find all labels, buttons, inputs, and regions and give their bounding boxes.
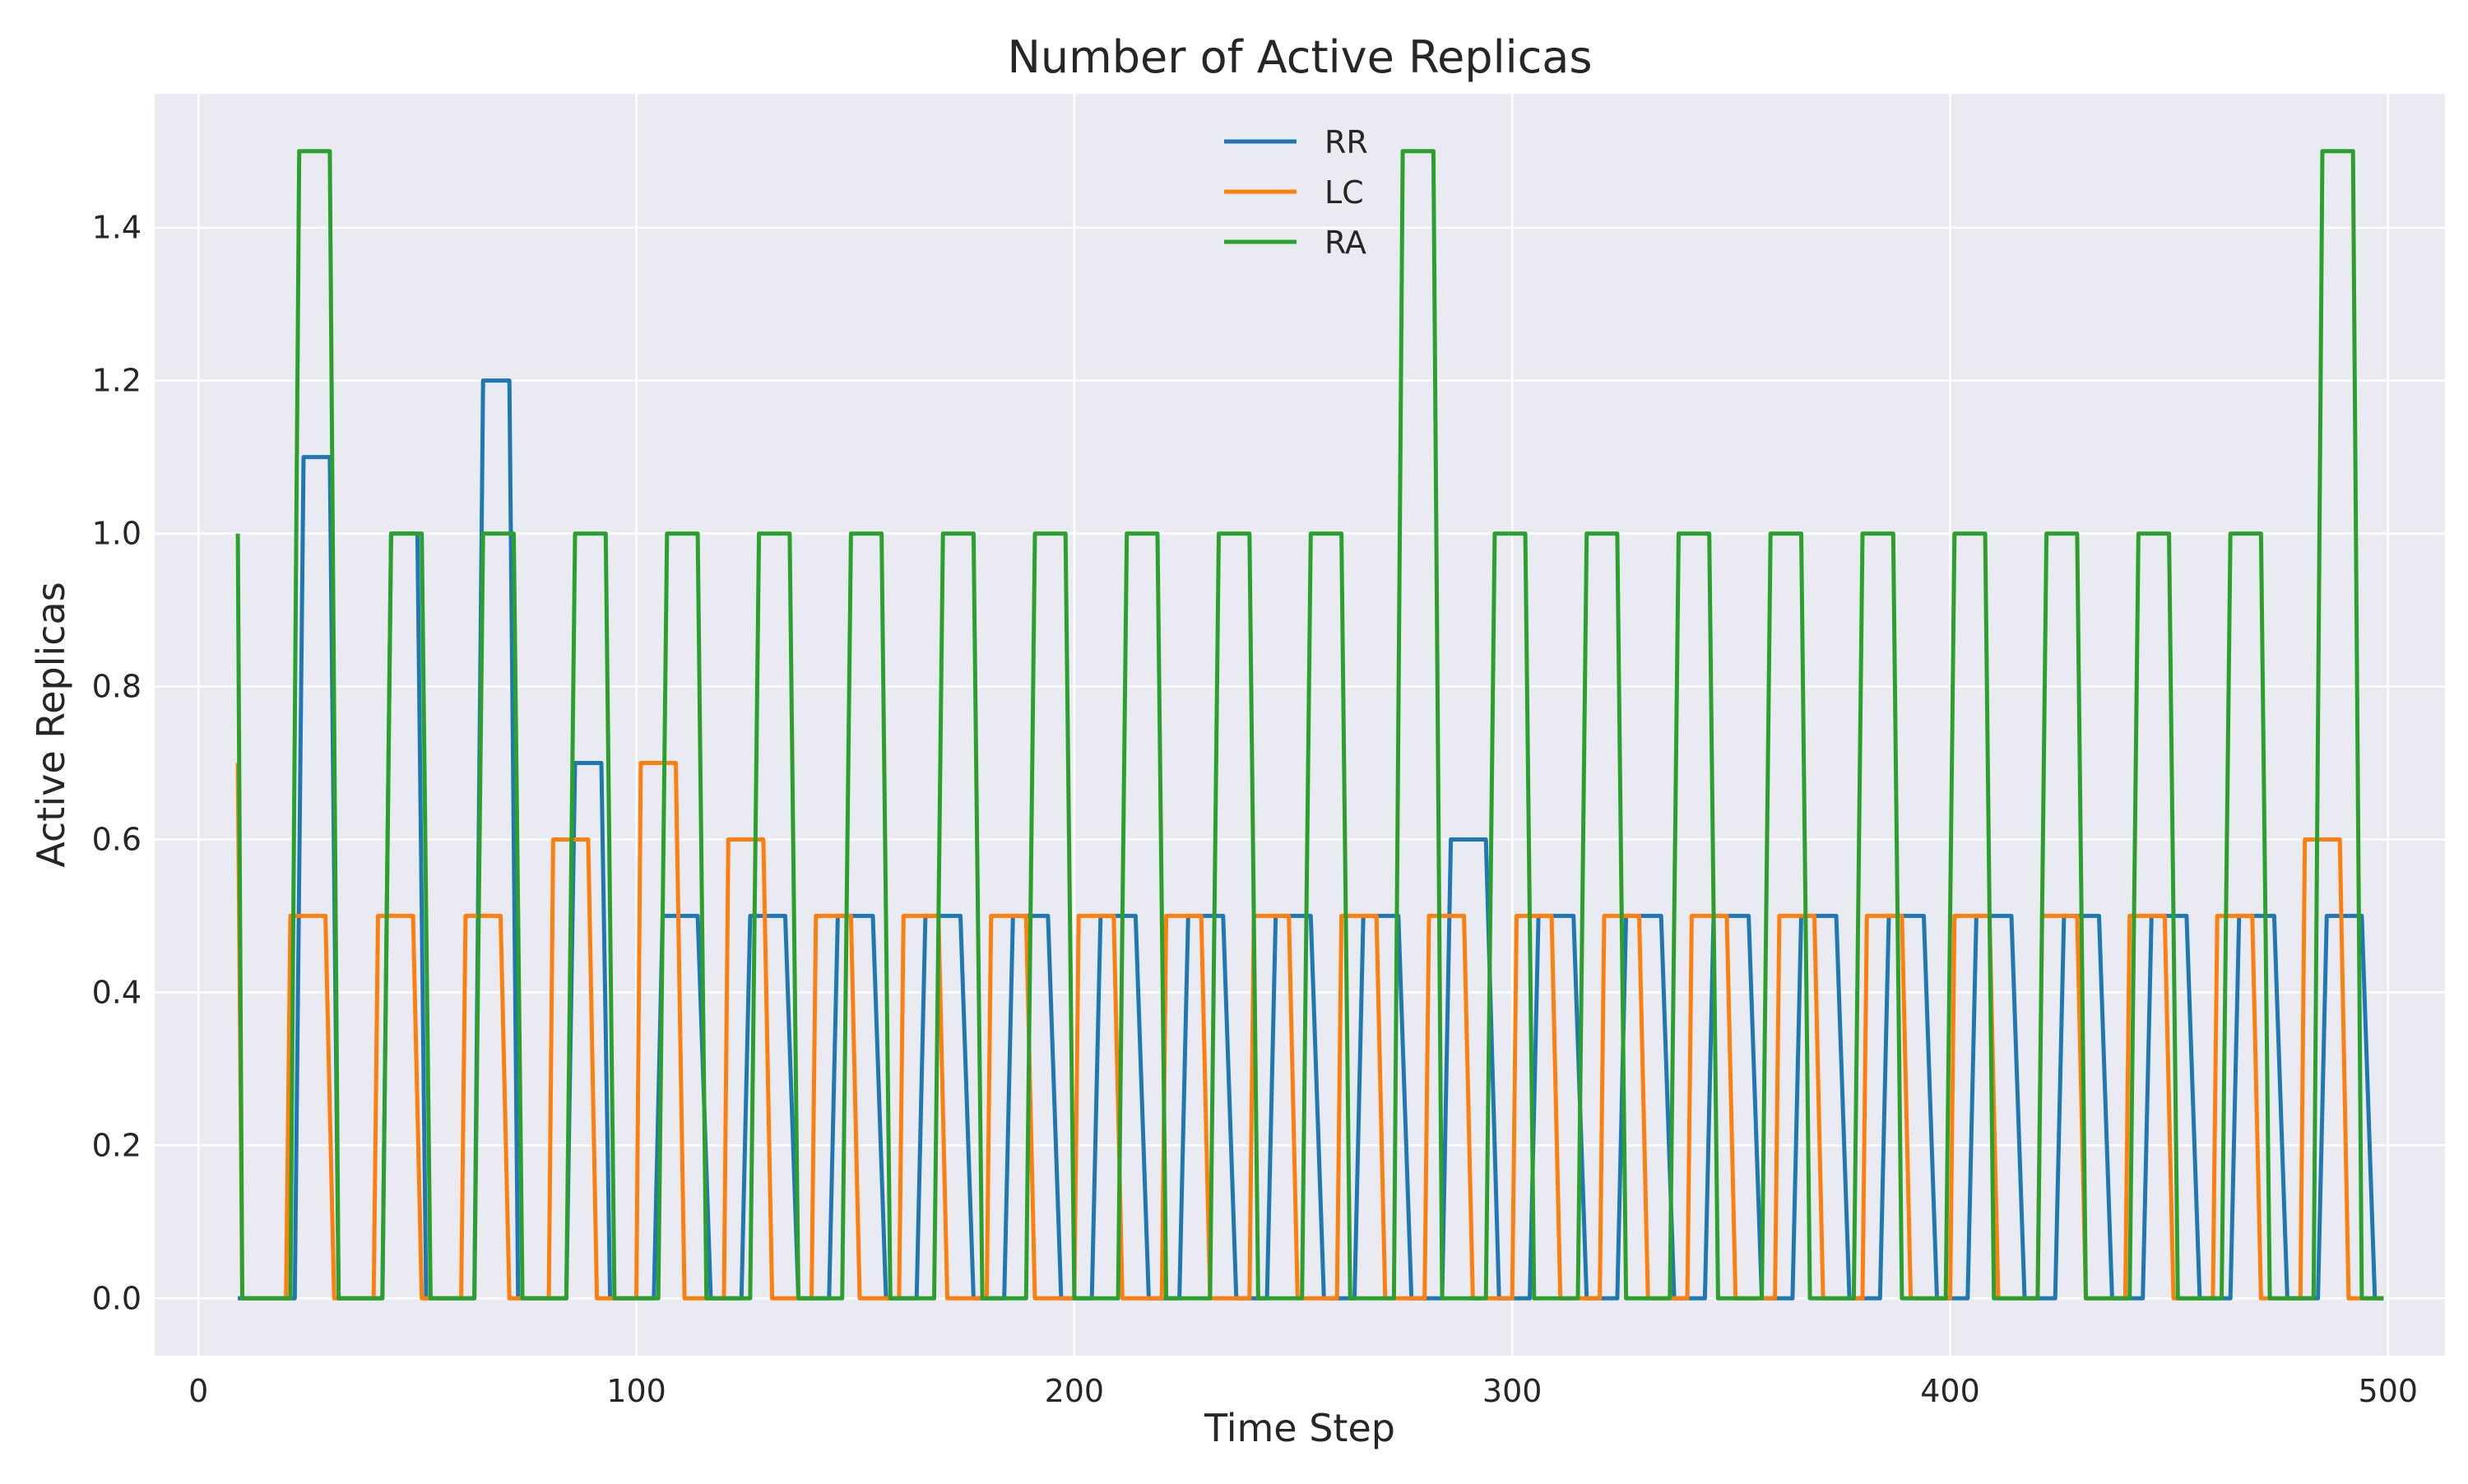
series-lines (235, 149, 2384, 1301)
y-tick-label: 1.0 (92, 516, 141, 552)
legend-label-ra: RA (1324, 225, 1366, 261)
legend-label-lc: LC (1324, 174, 1364, 211)
chart-title: Number of Active Replicas (1007, 31, 1592, 83)
y-tick-label: 0.6 (92, 821, 141, 857)
y-tick-label: 0.0 (92, 1280, 141, 1316)
x-tick-label: 400 (1920, 1373, 1980, 1409)
y-tick-label: 1.4 (92, 210, 141, 246)
y-tick-label: 1.2 (92, 363, 141, 399)
y-axis-label: Active Replicas (29, 582, 73, 867)
legend-label-rr: RR (1324, 124, 1368, 160)
legend: RR LC RA (1224, 124, 1368, 261)
x-tick-label: 500 (2359, 1373, 2419, 1409)
grid-lines (155, 94, 2445, 1356)
plot-area (155, 94, 2445, 1356)
y-tick-label: 0.4 (92, 974, 141, 1010)
x-axis-label: Time Step (1204, 1406, 1395, 1450)
y-tick-label: 0.8 (92, 669, 141, 705)
series-line-ra (235, 149, 2384, 1301)
y-tick-label: 0.2 (92, 1127, 141, 1163)
x-tick-label: 100 (606, 1373, 666, 1409)
tick-labels: 0 100 200 300 400 500 0.0 0.2 0.4 0.6 0.8 1.0 1.2 1.4 (92, 210, 2419, 1409)
x-tick-label: 200 (1045, 1373, 1105, 1409)
x-tick-label: 0 (188, 1373, 208, 1409)
x-tick-label: 300 (1482, 1373, 1542, 1409)
